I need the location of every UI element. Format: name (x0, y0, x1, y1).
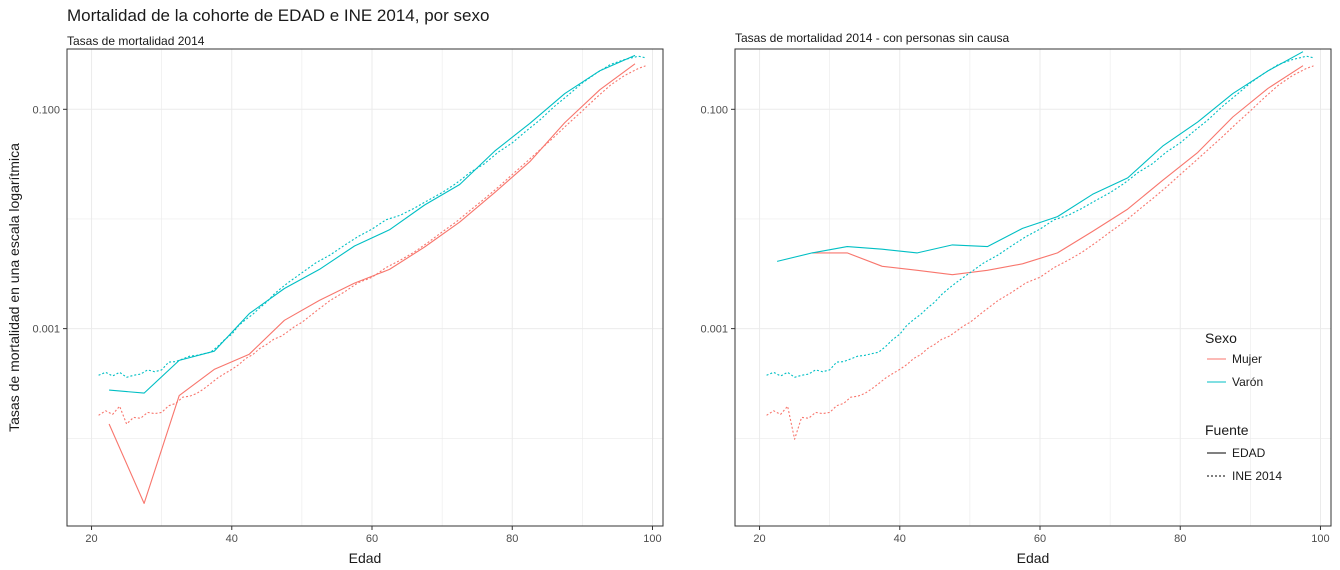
x-tick-label: 100 (643, 533, 661, 545)
x-tick-label: 20 (753, 533, 765, 545)
panel-border (734, 48, 1332, 527)
panel-title: Tasas de mortalidad 2014 (67, 34, 205, 48)
panel-title: Tasas de mortalidad 2014 - con personas … (735, 31, 1009, 45)
x-tick-label: 60 (1034, 533, 1046, 545)
series-line-mujer-edad (108, 63, 636, 504)
legend: Sexo Mujer Varón Fuente EDAD INE 2014 (1205, 330, 1282, 483)
legend-label-mujer: Mujer (1232, 352, 1262, 366)
legend-label-edad: EDAD (1232, 446, 1266, 460)
x-tick-label: 80 (506, 533, 518, 545)
series-line-mujer-edad (812, 65, 1304, 276)
x-tick-label: 60 (366, 533, 378, 545)
series-line-varon-ine (766, 55, 1314, 378)
series-line-mujer-ine (766, 65, 1314, 440)
legend-label-ine: INE 2014 (1232, 469, 1282, 483)
series-line-mujer-ine (98, 65, 646, 425)
legend-label-varon: Varón (1232, 375, 1263, 389)
y-tick-label: 0.001 (32, 324, 60, 336)
panel-border (66, 48, 664, 527)
legend-title-sexo: Sexo (1205, 330, 1237, 346)
figure-title: Mortalidad de la cohorte de EDAD e INE 2… (67, 6, 490, 25)
y-axis-label: Tasas de mortalidad en una escala logarí… (6, 143, 22, 432)
x-tick-label: 80 (1174, 533, 1186, 545)
x-axis-label: Edad (349, 550, 382, 566)
panel-2: Tasas de mortalidad 2014 - con personas … (700, 31, 1332, 566)
panel-1: Tasas de mortalidad 2014 20 40 60 80 100 0.001… (6, 34, 664, 566)
y-tick-label: 0.001 (700, 324, 728, 336)
x-axis-label: Edad (1017, 550, 1050, 566)
y-tick-label: 0.100 (700, 104, 728, 116)
x-tick-label: 40 (226, 533, 238, 545)
x-tick-label: 20 (85, 533, 97, 545)
series-line-varon-edad (776, 51, 1304, 262)
x-tick-label: 40 (894, 533, 906, 545)
series-line-varon-ine (98, 55, 646, 378)
y-tick-label: 0.100 (32, 104, 60, 116)
x-tick-label: 100 (1311, 533, 1329, 545)
legend-title-fuente: Fuente (1205, 422, 1249, 438)
